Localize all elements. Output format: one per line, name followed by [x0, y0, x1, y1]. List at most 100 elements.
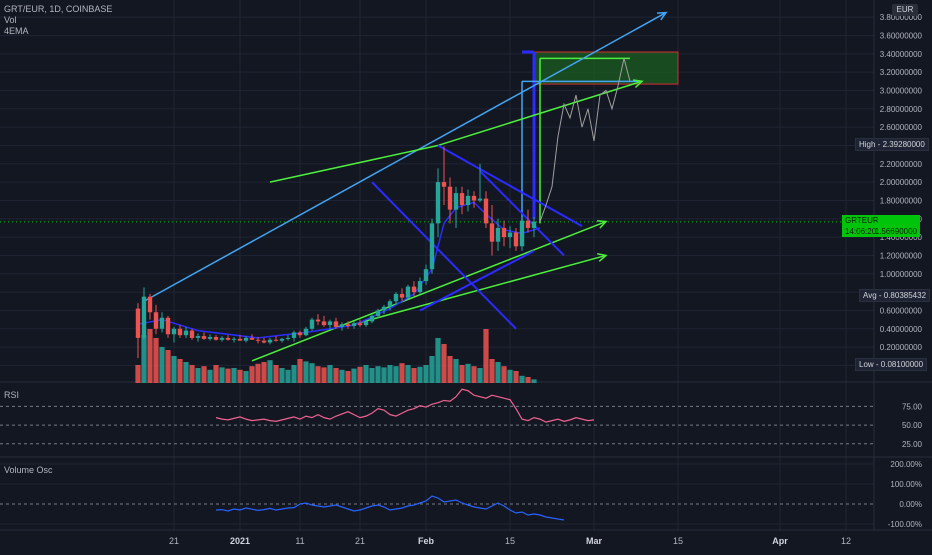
volume-bar — [297, 359, 303, 383]
volume-bar — [513, 371, 519, 383]
volume-bar — [309, 363, 315, 383]
candle-body — [363, 321, 369, 326]
candle-body — [417, 281, 423, 293]
volume-bar — [183, 362, 189, 383]
volume-bar — [213, 365, 219, 383]
volume-bar — [321, 367, 327, 383]
volume-bar — [207, 369, 213, 383]
candle-body — [135, 308, 141, 338]
volume-bar — [387, 365, 393, 383]
volume-bar — [369, 368, 375, 383]
currency-button[interactable]: EUR — [892, 4, 918, 16]
volume-bar — [441, 344, 447, 383]
current-tag-name: GRTEUR — [845, 216, 879, 225]
volume-bar — [531, 379, 537, 383]
candle-body — [345, 324, 351, 327]
volume-bar — [471, 366, 477, 383]
trendline-arrowhead — [597, 253, 608, 262]
x-axis-tick: Apr — [772, 536, 788, 546]
candle-body — [213, 337, 219, 340]
volume-bar — [483, 329, 489, 383]
vosc-pane-label[interactable]: Volume Osc — [4, 465, 53, 475]
volume-bar — [303, 361, 309, 383]
candle-body — [243, 337, 249, 341]
candle-body — [483, 198, 489, 224]
avg-tag-value: 0.80385432 — [883, 291, 927, 300]
x-axis-tick: 11 — [295, 536, 305, 546]
rsi-pane-label[interactable]: RSI — [4, 390, 20, 400]
candle-body — [291, 332, 297, 338]
trendline — [251, 220, 607, 362]
candle-body — [441, 182, 447, 187]
current-tag-countdown: 14:06:20 — [845, 227, 877, 236]
ema-legend-label[interactable]: 4EMA — [4, 26, 29, 36]
chart-legend: GRT/EUR, 1D, COINBASE Vol 4EMA — [4, 4, 112, 37]
volume-bar — [525, 377, 531, 383]
symbol-title[interactable]: GRT/EUR, 1D, COINBASE — [4, 4, 113, 14]
candle-body — [501, 227, 507, 238]
volume-bar — [519, 375, 525, 383]
volume-bar — [465, 363, 471, 383]
vosc-axis-tick: 100.00% — [890, 480, 922, 489]
volume-bar — [399, 363, 405, 383]
trendline-arrowhead — [632, 79, 644, 89]
high-price-tag: High - 2.39280000 — [855, 138, 929, 151]
volume-bar — [231, 368, 237, 383]
candle-body — [147, 296, 153, 313]
avg-tag-name: Avg — [863, 291, 877, 300]
candle-body — [513, 232, 519, 247]
volume-bar — [333, 368, 339, 383]
volume-bar — [351, 368, 357, 383]
candle-body — [225, 337, 231, 340]
vol-legend-label[interactable]: Vol — [4, 15, 17, 25]
volume-bar — [435, 338, 441, 383]
candle-body — [429, 223, 435, 270]
candle-body — [201, 336, 207, 339]
avg-price-tag: Avg - 0.80385432 — [859, 289, 931, 302]
volume-bar — [261, 362, 267, 383]
trendline — [419, 249, 535, 312]
trendline — [437, 80, 643, 147]
price-axis-tick: 0.60000000 — [880, 306, 923, 315]
x-axis-tick: 2021 — [229, 536, 251, 546]
rsi-line — [215, 388, 595, 423]
candle-body — [255, 339, 261, 341]
price-axis-tick: 2.00000000 — [880, 178, 923, 187]
high-tag-name: High — [859, 140, 876, 149]
candle-body — [465, 195, 471, 206]
candle-body — [231, 338, 237, 340]
price-axis-tick: 3.80000000 — [880, 13, 923, 22]
vosc-axis-tick: 0.00% — [899, 500, 922, 509]
candle-body — [327, 321, 333, 326]
candle-body — [495, 227, 501, 242]
candle-body — [141, 296, 147, 338]
candle-body — [315, 319, 321, 322]
candle-body — [381, 306, 387, 311]
rsi-axis-tick: 50.00 — [902, 421, 923, 430]
candle-body — [183, 330, 189, 336]
price-axis-tick: 0.40000000 — [880, 325, 923, 334]
volume-bar — [249, 366, 255, 383]
ema-line — [137, 201, 541, 339]
volume-bar — [279, 368, 285, 383]
volume-bar — [327, 365, 333, 383]
volume-bar — [495, 362, 501, 383]
volume-bar — [459, 365, 465, 383]
price-axis-tick: 0.20000000 — [880, 343, 923, 352]
price-axis-tick: 2.20000000 — [880, 160, 923, 169]
volume-bar — [195, 368, 201, 383]
rsi-axis-tick: 25.00 — [902, 440, 923, 449]
candle-body — [267, 339, 273, 343]
volume-bar — [477, 368, 483, 383]
volume-bar — [411, 368, 417, 383]
target-zone-box — [533, 51, 679, 85]
candle-body — [453, 193, 459, 210]
current-price-tag: GRTEUR 1.56690000 14:06:20 — [842, 215, 920, 237]
volume-bar — [423, 365, 429, 383]
trendline — [269, 144, 439, 183]
candle-body — [393, 293, 399, 302]
candle-body — [435, 182, 441, 224]
price-axis-tick: 1.00000000 — [880, 270, 923, 279]
